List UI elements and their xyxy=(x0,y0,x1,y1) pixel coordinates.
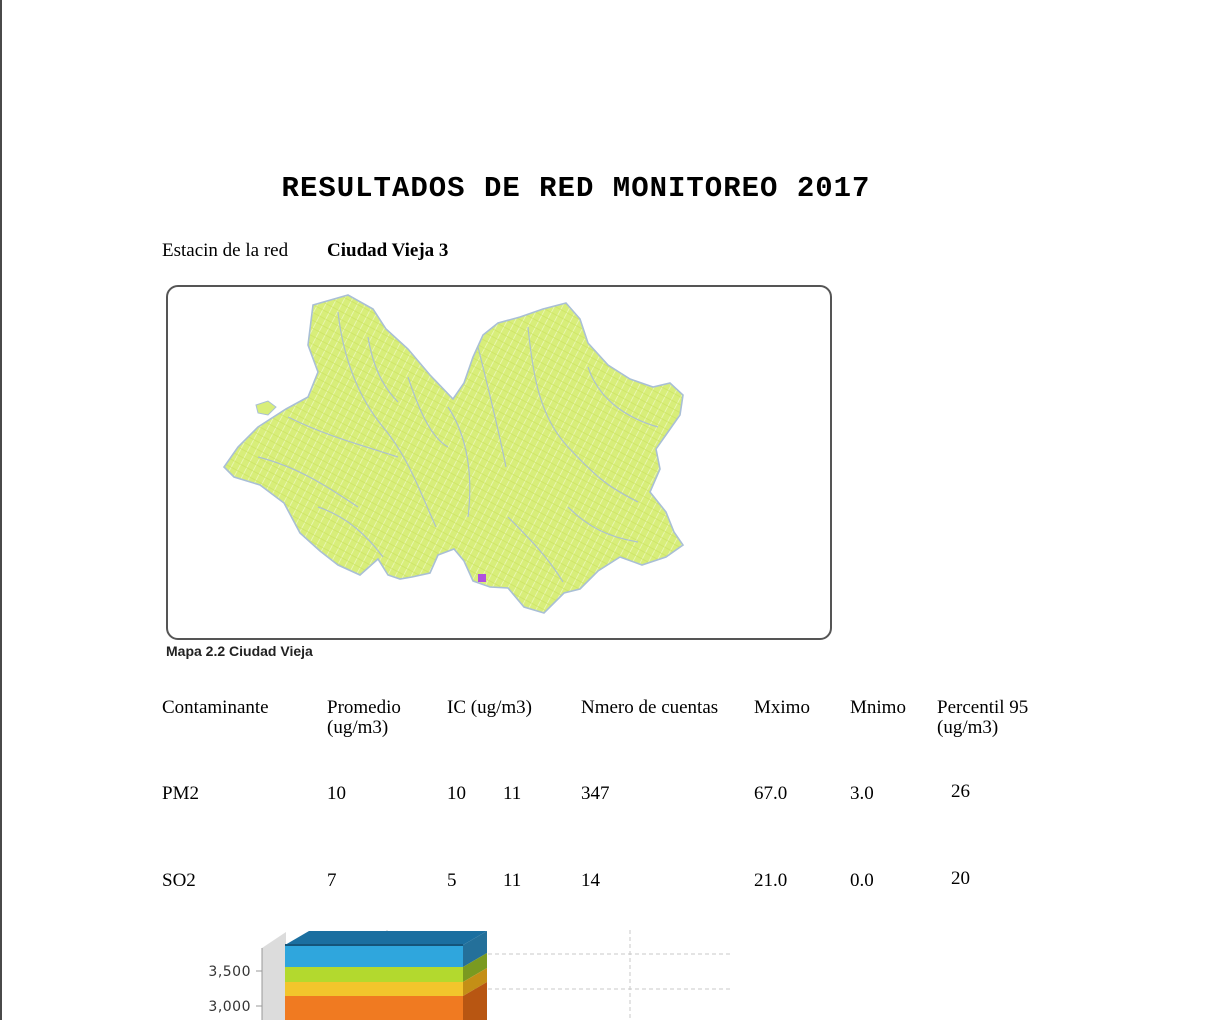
row-p95: 26 xyxy=(951,781,970,802)
row-p95: 20 xyxy=(951,868,970,889)
row-ic-low: 10 xyxy=(447,783,466,804)
bar-segment-edge xyxy=(285,944,463,946)
header-promedio-line1: Promedio xyxy=(327,697,401,718)
station-map xyxy=(166,285,832,640)
header-ic: IC (ug/m3) xyxy=(447,697,532,718)
station-name: Ciudad Vieja 3 xyxy=(327,240,449,261)
y-tick-label: 3,500 xyxy=(208,964,251,980)
stacked-bar-chart: 3,500 3,000 xyxy=(150,928,750,1020)
bar-segment xyxy=(285,945,463,967)
header-promedio-line2: (ug/m3) xyxy=(327,717,389,738)
row-minimo: 0.0 xyxy=(850,870,874,891)
bar-segment xyxy=(285,967,463,982)
row-maximo: 67.0 xyxy=(754,783,788,804)
map-caption: Mapa 2.2 Ciudad Vieja xyxy=(166,643,313,659)
montevideo-map-graphic xyxy=(222,294,685,614)
row-promedio: 7 xyxy=(327,870,337,891)
header-contaminante: Contaminante xyxy=(162,697,269,718)
header-percentil-line1: Percentil 95 xyxy=(937,697,1029,718)
row-ic-high: 11 xyxy=(503,783,522,804)
row-promedio: 10 xyxy=(327,783,346,804)
row-cuentas: 347 xyxy=(581,783,610,804)
header-maximo: Mximo xyxy=(754,697,810,718)
row-contaminante: PM2 xyxy=(162,783,199,804)
chart-back-wall xyxy=(262,932,286,1020)
header-promedio: Promedio (ug/m3) xyxy=(327,698,401,738)
row-contaminante: SO2 xyxy=(162,870,196,891)
header-percentil-line2: (ug/m3) xyxy=(937,717,999,738)
chart-svg: 3,500 3,000 xyxy=(208,930,732,1020)
bar-segment-side xyxy=(463,953,487,982)
bar-segment xyxy=(285,996,463,1020)
row-ic-high: 11 xyxy=(503,870,522,891)
bar-segment-side xyxy=(463,968,487,996)
header-minimo: Mnimo xyxy=(850,697,906,718)
row-ic-low: 5 xyxy=(447,870,457,891)
header-cuentas: Nmero de cuentas xyxy=(581,697,719,718)
page-left-border xyxy=(0,0,2,1020)
bar-segment-side xyxy=(463,982,487,1020)
bar-segment-side xyxy=(463,931,487,967)
station-label: Estacin de la red xyxy=(162,240,289,261)
stacked-bar xyxy=(285,931,487,1020)
y-tick-label: 3,000 xyxy=(208,999,251,1015)
bar-segment-top xyxy=(285,931,487,945)
header-percentil: Percentil 95 (ug/m3) xyxy=(937,698,1028,738)
row-maximo: 21.0 xyxy=(754,870,788,891)
row-cuentas: 14 xyxy=(581,870,600,891)
page-title: RESULTADOS DE RED MONITOREO 2017 xyxy=(281,172,871,205)
station-marker xyxy=(478,574,486,582)
row-minimo: 3.0 xyxy=(850,783,874,804)
bar-segment xyxy=(285,982,463,996)
